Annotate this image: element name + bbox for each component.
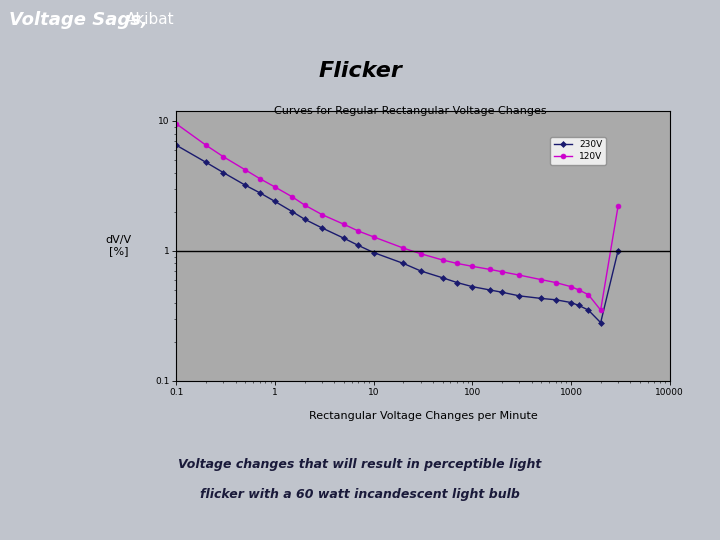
Legend: 230V, 120V: 230V, 120V xyxy=(550,137,606,165)
120V xyxy=(453,260,462,267)
230V xyxy=(552,296,560,303)
230V xyxy=(485,287,494,293)
230V xyxy=(318,225,326,231)
230V xyxy=(271,198,279,205)
230V xyxy=(202,159,210,166)
Text: Voltage changes that will result in perceptible light: Voltage changes that will result in perc… xyxy=(179,458,541,471)
230V xyxy=(468,284,477,290)
120V xyxy=(172,120,181,127)
120V xyxy=(271,184,279,190)
230V xyxy=(288,208,297,215)
120V xyxy=(300,202,309,208)
230V xyxy=(596,319,605,326)
120V xyxy=(613,203,622,210)
Text: flicker with a 60 watt incandescent light bulb: flicker with a 60 watt incandescent ligh… xyxy=(200,488,520,501)
120V xyxy=(340,221,348,227)
Text: dV/V
[%]: dV/V [%] xyxy=(106,235,132,256)
230V xyxy=(575,302,583,309)
120V xyxy=(416,251,425,257)
120V xyxy=(256,176,264,182)
230V xyxy=(369,249,378,256)
Line: 230V: 230V xyxy=(174,143,620,325)
120V xyxy=(596,307,605,313)
230V xyxy=(340,235,348,241)
230V xyxy=(613,248,622,254)
120V xyxy=(498,268,506,275)
120V xyxy=(288,194,297,200)
230V xyxy=(219,170,228,176)
230V xyxy=(256,190,264,196)
230V xyxy=(567,299,575,306)
230V xyxy=(354,242,363,249)
230V xyxy=(438,274,447,281)
120V xyxy=(354,228,363,234)
120V xyxy=(202,142,210,149)
Text: Voltage Sags,: Voltage Sags, xyxy=(9,11,148,29)
230V xyxy=(300,216,309,222)
120V xyxy=(567,284,575,290)
Text: Akibat: Akibat xyxy=(126,12,175,28)
120V xyxy=(241,167,250,173)
230V xyxy=(498,289,506,295)
120V xyxy=(485,266,494,273)
230V xyxy=(537,295,546,302)
120V xyxy=(468,263,477,269)
Text: Curves for Regular Rectangular Voltage Changes: Curves for Regular Rectangular Voltage C… xyxy=(274,106,546,116)
Text: Flicker: Flicker xyxy=(318,61,402,82)
120V xyxy=(219,153,228,160)
230V xyxy=(172,142,181,149)
Line: 120V: 120V xyxy=(174,122,621,313)
230V xyxy=(453,279,462,286)
120V xyxy=(318,211,326,218)
120V xyxy=(584,292,593,298)
120V xyxy=(575,287,583,293)
120V xyxy=(369,234,378,240)
120V xyxy=(537,276,546,283)
120V xyxy=(552,279,560,286)
120V xyxy=(438,256,447,263)
230V xyxy=(584,307,593,313)
230V xyxy=(399,260,408,267)
230V xyxy=(416,268,425,274)
230V xyxy=(515,293,523,299)
120V xyxy=(515,272,523,279)
230V xyxy=(241,182,250,188)
Text: Rectangular Voltage Changes per Minute: Rectangular Voltage Changes per Minute xyxy=(309,411,537,421)
120V xyxy=(399,245,408,251)
